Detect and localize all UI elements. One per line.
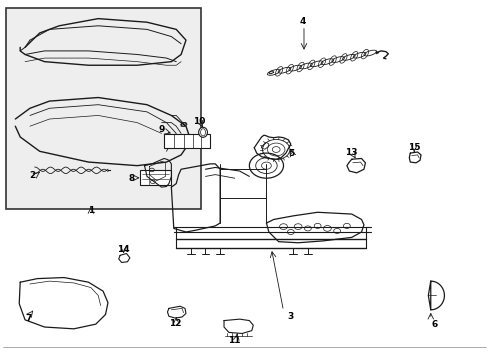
Text: 1: 1 [88, 206, 94, 215]
Text: 15: 15 [407, 143, 420, 152]
Text: 7: 7 [26, 314, 32, 323]
Bar [5, 8, 200, 209]
Text: 13: 13 [345, 148, 357, 157]
Text: 12: 12 [169, 319, 181, 328]
Text: 11: 11 [228, 336, 241, 345]
Text: 6: 6 [431, 320, 437, 329]
Ellipse shape [198, 127, 207, 137]
Bar [140, 170, 171, 185]
Text: 9: 9 [158, 125, 164, 134]
Text: 8: 8 [128, 174, 134, 183]
Text: 4: 4 [299, 17, 305, 26]
Text: 2: 2 [29, 171, 36, 180]
Text: 10: 10 [193, 117, 205, 126]
Text: 14: 14 [117, 245, 130, 254]
Text: 3: 3 [287, 312, 293, 321]
Bar [163, 134, 210, 148]
Ellipse shape [200, 129, 205, 136]
Text: 5: 5 [288, 149, 294, 158]
